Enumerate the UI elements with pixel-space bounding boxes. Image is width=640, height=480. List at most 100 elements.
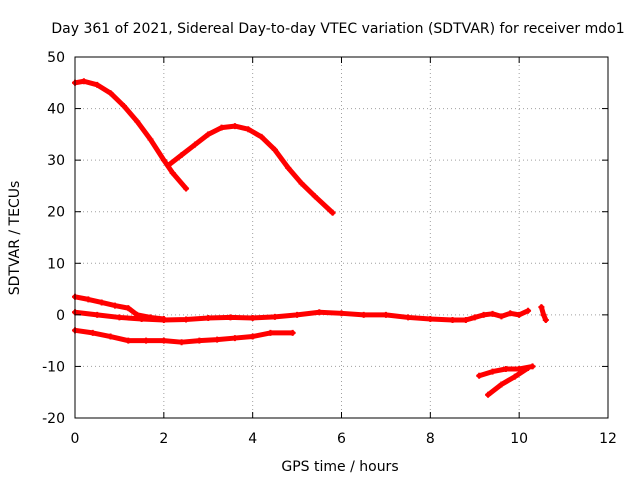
series-arc-8 [538,304,549,324]
data-point [249,333,256,340]
series-arc-2 [165,123,336,216]
data-point [160,337,167,344]
data-point [382,311,389,318]
data-point [525,364,532,371]
series-arc-1 [72,78,190,192]
data-point [449,317,456,324]
data-point [214,336,221,343]
data-point [489,368,496,375]
x-axis-label: GPS time / hours [281,459,398,475]
data-point [107,90,114,97]
data-point [485,391,492,398]
data-point [258,133,265,140]
y-tick-label: -10 [42,359,65,375]
grid [75,57,608,418]
data-point [120,102,127,109]
y-tick-label: -20 [42,411,65,427]
data-point [89,329,96,336]
data-point [489,310,496,317]
x-tick-label: 12 [599,431,617,447]
y-tick-label: 10 [47,256,65,272]
data-point [205,131,212,138]
data-point [94,311,101,318]
x-tick-label: 8 [426,431,435,447]
y-axis-label: SDTVAR / TECUs [7,181,23,296]
data-point [147,136,154,143]
data-point [498,381,505,388]
series-line [165,123,336,216]
x-tick-label: 0 [71,431,80,447]
data-point [183,185,190,192]
data-point [271,146,278,153]
series-arc-7 [485,364,532,398]
data-point [267,329,274,336]
data-point [107,333,114,340]
data-point [183,316,190,323]
data-point [94,81,101,88]
data-point [227,314,234,321]
data-point [80,78,87,85]
data-point [360,311,367,318]
data-point [498,313,505,320]
data-point [160,157,167,164]
data-point [405,314,412,321]
data-point [285,164,292,171]
data-point [525,307,532,314]
data-point [125,305,132,312]
data-point [462,317,469,324]
data-point [125,337,132,344]
data-point [134,118,141,125]
data-point [538,304,545,311]
series-line [485,365,531,398]
data-point [249,314,256,321]
y-tick-label: 20 [47,205,65,221]
chart-title: Day 361 of 2021, Sidereal Day-to-day VTE… [51,21,624,37]
x-tick-label: 2 [159,431,168,447]
data-point [85,296,92,303]
data-point [231,123,238,130]
data-point [169,170,176,177]
data-point [427,315,434,322]
series-line [72,78,189,192]
y-tick-label: 40 [47,102,65,118]
data-point [507,310,514,317]
data-point [511,373,518,380]
data-point [529,363,536,370]
data-point [116,314,123,321]
data-point [338,310,345,317]
x-tick-label: 10 [510,431,528,447]
series-arc-5 [72,327,296,346]
data-point [516,311,523,318]
data-point [294,311,301,318]
data-point [289,329,296,336]
data-point [205,314,212,321]
x-tick-label: 4 [248,431,257,447]
y-tick-label: 50 [47,50,65,66]
data-point [191,141,198,148]
data-point [329,209,336,216]
data-point [143,337,150,344]
data-point [160,317,167,324]
data-point [502,366,509,373]
y-tick-label: 0 [56,308,65,324]
data-point [178,339,185,346]
data-point [316,309,323,316]
data-point [231,335,238,342]
data-point [476,372,483,379]
data-point [311,193,318,200]
series-group [72,78,549,398]
data-point [138,315,145,322]
x-tick-label: 6 [337,431,346,447]
data-point [298,180,305,187]
data-point [98,299,105,306]
data-point [271,313,278,320]
y-tick-label: 30 [47,153,65,169]
data-point [540,311,547,318]
data-point [471,314,478,321]
axis-ticks: 0 2 4 6 8 10 12 -20 -10 0 10 20 30 40 50 [42,50,617,447]
data-point [196,337,203,344]
data-point [165,162,172,169]
data-point [480,311,487,318]
data-point [218,124,225,131]
